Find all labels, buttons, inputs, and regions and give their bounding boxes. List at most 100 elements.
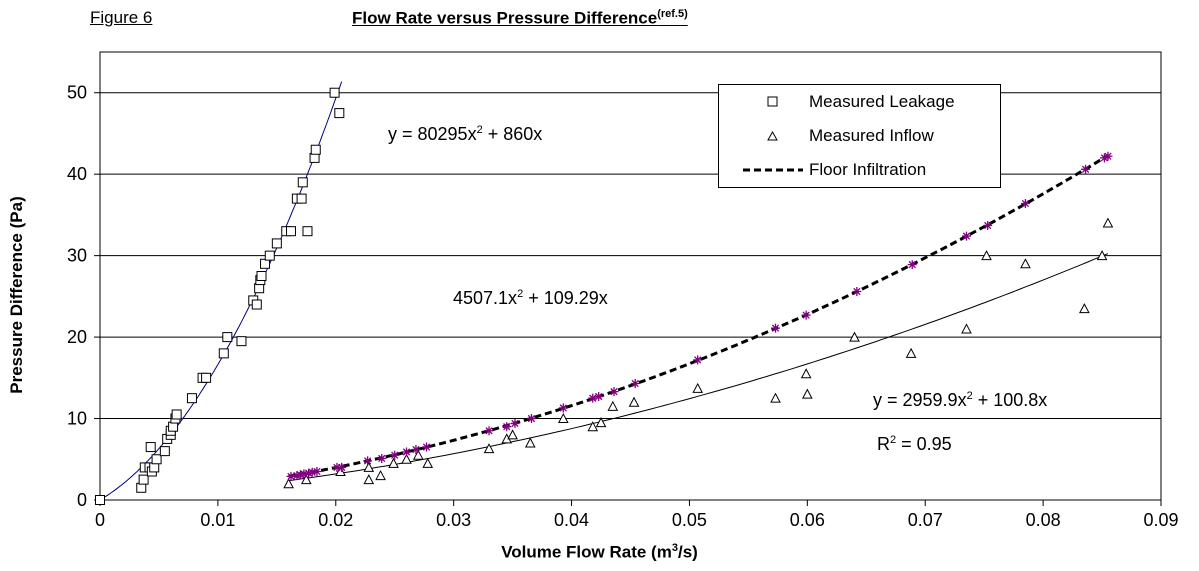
inflow-point-4	[375, 469, 386, 481]
infiltration-point-22	[609, 387, 619, 397]
infiltration-point-18	[526, 414, 536, 424]
inflow-point-5	[363, 461, 375, 472]
infiltration-point-25	[771, 323, 781, 333]
r-squared-sup: 2	[890, 434, 897, 446]
chart-title-ref: (ref.5)	[657, 8, 688, 20]
inflow-point-26	[981, 250, 992, 261]
equation-leakage: y = 80295x2 + 860x	[388, 124, 542, 145]
inflow-point-22	[802, 388, 813, 399]
inflow-point-0	[283, 478, 294, 489]
leakage-point-23	[251, 299, 262, 310]
equation-inflow-sup: 2	[966, 390, 973, 402]
legend-item-inflow: Measured Inflow	[719, 123, 1000, 149]
inflow-point-23	[849, 331, 860, 342]
leakage-point-26	[256, 271, 267, 281]
fit-curve-2	[288, 154, 1109, 478]
infiltration-point-21	[594, 392, 604, 402]
infiltration-point-19	[558, 403, 568, 413]
y-tick-label-2: 20	[67, 327, 87, 347]
inflow-point-9	[422, 457, 434, 468]
leakage-point-29	[271, 238, 282, 249]
infiltration-point-8	[337, 462, 347, 472]
y-tick-label-1: 10	[67, 409, 87, 429]
inflow-point-1	[300, 474, 312, 485]
infiltration-point-34	[1103, 151, 1113, 161]
x-tick-label-7: 0.07	[908, 510, 943, 530]
figure-label: Figure 6	[90, 8, 153, 27]
inflow-point-12	[507, 429, 518, 440]
inflow-point-28	[1079, 303, 1090, 314]
infiltration-point-16	[502, 422, 512, 432]
legend-item-leakage: Measured Leakage	[719, 89, 1000, 115]
legend-square-icon	[767, 96, 778, 107]
leakage-point-16	[186, 393, 197, 404]
inflow-point-17	[607, 400, 619, 411]
infiltration-point-10	[377, 453, 387, 463]
infiltration-point-5	[307, 467, 317, 477]
infiltration-point-0	[286, 471, 296, 481]
equation-inflow-a: y = 2959.9x	[873, 390, 967, 410]
infiltration-point-17	[510, 418, 520, 428]
x-axis-title-sup: 3	[671, 542, 678, 554]
inflow-point-21	[800, 368, 812, 379]
leakage-point-21	[236, 336, 247, 347]
infiltration-point-7	[332, 462, 342, 472]
legend-triangle-icon	[767, 130, 778, 141]
infiltration-point-15	[484, 426, 494, 436]
infiltration-point-24	[693, 355, 703, 365]
infiltration-point-23	[630, 379, 640, 389]
inflow-point-10	[483, 443, 495, 454]
inflow-point-16	[595, 417, 607, 428]
x-tick-label-1: 0.01	[200, 510, 235, 530]
x-tick-label-4: 0.04	[554, 510, 589, 530]
inflow-point-14	[557, 412, 569, 424]
equation-infiltration: 4507.1x2 + 109.29x	[453, 288, 608, 309]
equation-inflow: y = 2959.9x2 + 100.8x	[873, 390, 1047, 411]
inflow-point-7	[401, 453, 412, 464]
infiltration-point-14	[422, 442, 432, 452]
leakage-point-31	[285, 226, 296, 237]
x-tick-label-6: 0.06	[790, 510, 825, 530]
x-tick-label-0: 0	[95, 510, 105, 530]
fit-curve-1	[288, 253, 1109, 482]
infiltration-point-32	[1081, 164, 1091, 174]
leakage-point-37	[310, 144, 321, 155]
infiltration-point-6	[312, 466, 322, 476]
inflow-point-20	[770, 392, 781, 403]
equation-leakage-b: + 860x	[482, 124, 543, 144]
equation-leakage-a: y = 80295x	[388, 124, 477, 144]
x-tick-label-3: 0.03	[436, 510, 471, 530]
infiltration-point-1	[292, 471, 302, 481]
inflow-point-6	[388, 457, 399, 468]
leakage-point-20	[222, 332, 233, 343]
inflow-point-18	[628, 396, 640, 407]
x-axis-title-text: Volume Flow Rate (m	[501, 542, 672, 562]
y-tick-label-4: 40	[67, 164, 87, 184]
legend-label-infiltration: Floor Infiltration	[809, 160, 927, 179]
infiltration-point-12	[402, 447, 412, 457]
equation-infiltration-a: 4507.1x	[453, 288, 518, 308]
inflow-point-13	[524, 437, 536, 448]
infiltration-point-30	[983, 220, 993, 230]
leakage-point-28	[264, 250, 275, 261]
equation-leakage-sup: 2	[476, 124, 483, 136]
infiltration-point-3	[299, 469, 309, 479]
equation-infiltration-b: + 109.29x	[523, 288, 608, 308]
r-squared-r: R	[877, 434, 890, 454]
chart-title: Flow Rate versus Pressure Difference(ref…	[352, 8, 688, 29]
leakage-point-34	[297, 177, 308, 188]
inflow-point-29	[1096, 250, 1108, 261]
infiltration-point-9	[363, 456, 373, 466]
inflow-point-15	[587, 421, 599, 432]
legend-dashed-line-icon	[743, 168, 803, 172]
equation-infiltration-sup: 2	[517, 288, 524, 300]
r-squared-label: R2 = 0.95	[877, 434, 952, 455]
inflow-point-2	[335, 465, 346, 476]
leakage-point-19	[218, 348, 229, 359]
inflow-point-24	[905, 347, 917, 358]
inflow-point-8	[412, 449, 424, 460]
inflow-point-3	[363, 474, 375, 485]
infiltration-point-28	[907, 260, 917, 270]
leakage-point-15	[171, 409, 182, 420]
